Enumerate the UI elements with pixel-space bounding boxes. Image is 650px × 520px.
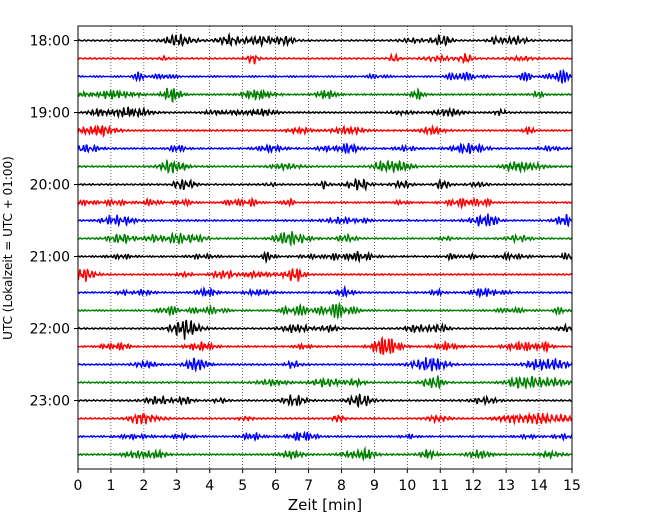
x-tick-label: 12 — [464, 478, 482, 494]
trace-18:15 — [77, 52, 573, 65]
y-tick-label: 21:00 — [30, 250, 70, 266]
trace-18:30 — [77, 68, 573, 85]
vertical-grid-lines — [110, 26, 540, 469]
trace-19:00 — [77, 105, 573, 119]
trace-22:30 — [77, 357, 573, 373]
trace-21:15 — [77, 267, 573, 283]
x-axis-ticks: 0 1 2 3 4 5 6 7 8 9 10 11 12 13 14 15 — [74, 469, 581, 494]
trace-19:45 — [77, 158, 573, 175]
x-tick-label: 13 — [497, 478, 515, 494]
x-tick-label: 0 — [74, 478, 83, 494]
trace-21:45 — [77, 301, 573, 320]
y-tick-label: 23:00 — [30, 394, 70, 410]
trace-20:15 — [77, 196, 573, 210]
x-tick-label: 10 — [398, 478, 416, 494]
x-axis-label: Zeit [min] — [288, 496, 362, 514]
trace-23:30 — [77, 430, 573, 442]
trace-23:15 — [77, 411, 573, 426]
x-tick-label: 5 — [238, 478, 247, 494]
trace-19:15 — [77, 123, 573, 138]
trace-22:15 — [77, 335, 573, 355]
trace-23:00 — [77, 393, 573, 409]
x-tick-label: 6 — [271, 478, 280, 494]
x-tick-label: 7 — [304, 478, 313, 494]
x-tick-label: 15 — [563, 478, 581, 494]
trace-18:00 — [77, 32, 573, 48]
trace-22:45 — [77, 375, 573, 391]
seismic-traces — [77, 32, 573, 462]
x-tick-label: 14 — [530, 478, 548, 494]
x-tick-label: 8 — [337, 478, 346, 494]
y-axis-ticks: 18:00 19:00 20:00 21:00 22:00 23:00 — [30, 34, 78, 410]
x-tick-label: 4 — [205, 478, 214, 494]
x-tick-label: 1 — [106, 478, 115, 494]
trace-21:30 — [77, 284, 573, 299]
y-tick-label: 20:00 — [30, 178, 70, 194]
trace-22:00 — [77, 319, 573, 340]
trace-20:30 — [77, 213, 573, 228]
trace-20:00 — [77, 177, 573, 192]
x-tick-label: 3 — [172, 478, 181, 494]
x-tick-label: 11 — [431, 478, 449, 494]
trace-18:45 — [77, 87, 573, 104]
trace-23:45 — [77, 445, 573, 462]
trace-19:30 — [77, 142, 573, 155]
y-axis-label: UTC (Lokalzeit = UTC + 01:00) — [1, 156, 15, 340]
y-tick-label: 22:00 — [30, 322, 70, 338]
y-tick-label: 18:00 — [30, 34, 70, 50]
y-tick-label: 19:00 — [30, 106, 70, 122]
trace-20:45 — [77, 231, 573, 247]
x-tick-label: 9 — [370, 478, 379, 494]
plot-frame — [77, 25, 573, 470]
x-tick-label: 2 — [139, 478, 148, 494]
trace-21:00 — [77, 250, 573, 265]
